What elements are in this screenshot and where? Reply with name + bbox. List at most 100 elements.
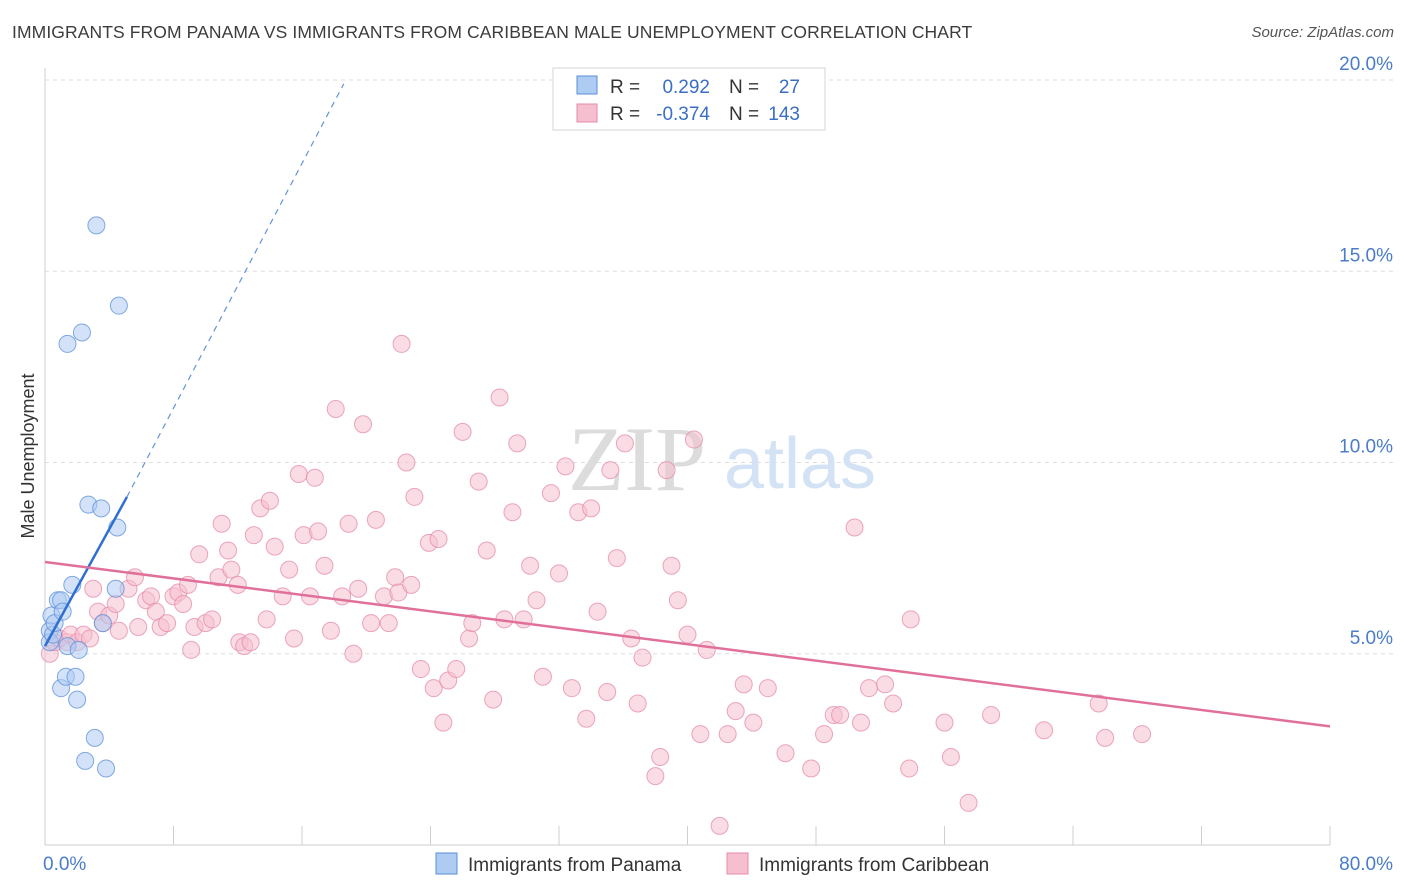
caribbean-point: [959, 793, 978, 812]
watermark-atlas: atlas: [724, 424, 876, 504]
caribbean-point: [876, 675, 895, 694]
y-tick-label: 15.0%: [1339, 245, 1393, 266]
caribbean-point: [402, 575, 421, 594]
axes: 5.0% 10.0% 15.0% 20.0% 0.0% 80.0%: [43, 54, 1393, 875]
caribbean-point: [726, 702, 745, 721]
watermark-zip: ZIP: [568, 408, 706, 510]
caribbean-point: [815, 725, 834, 744]
series-swatch-panama: [435, 852, 458, 875]
caribbean-point: [598, 683, 617, 701]
caribbean-point: [366, 510, 385, 529]
caribbean-point: [601, 461, 620, 480]
caribbean-point: [447, 660, 466, 679]
caribbean-point: [935, 713, 954, 732]
caribbean-point: [521, 556, 540, 575]
legend-swatch-caribbean: [576, 103, 598, 123]
caribbean-point: [734, 675, 753, 694]
caribbean-point: [651, 748, 670, 767]
caribbean-point: [405, 487, 424, 506]
caribbean-point: [379, 614, 398, 633]
caribbean-point: [241, 633, 260, 652]
caribbean-point: [577, 709, 596, 728]
caribbean-point: [129, 617, 148, 636]
caribbean-point: [691, 725, 710, 744]
caribbean-point: [802, 759, 821, 778]
caribbean-point: [109, 621, 128, 640]
watermark: ZIP atlas: [568, 408, 876, 510]
chart-source: Source: ZipAtlas.com: [1251, 24, 1394, 41]
caribbean-point: [582, 499, 601, 518]
caribbean-point: [212, 514, 231, 533]
caribbean-point: [453, 422, 472, 441]
caribbean-point: [284, 629, 303, 648]
caribbean-point: [477, 541, 496, 560]
caribbean-point: [758, 679, 777, 698]
caribbean-point: [1035, 721, 1054, 740]
caribbean-point: [142, 587, 161, 606]
panama-trend-line: [43, 496, 129, 647]
y-tick-label: 10.0%: [1339, 437, 1393, 458]
panama-point: [85, 728, 104, 747]
caribbean-point: [776, 744, 795, 763]
caribbean-point: [460, 629, 479, 648]
y-tick-label: 5.0%: [1350, 628, 1393, 649]
caribbean-point: [1096, 728, 1115, 747]
series-label-panama: Immigrants from Panama: [468, 855, 682, 876]
caribbean-point: [845, 518, 864, 537]
caribbean-point: [84, 579, 103, 598]
caribbean-point: [80, 629, 99, 648]
caribbean-point: [265, 537, 284, 556]
panama-trend-extension: [126, 83, 345, 498]
caribbean-point: [678, 625, 697, 644]
caribbean-point: [280, 560, 299, 579]
caribbean-point: [668, 591, 687, 610]
y-tick-label: 20.0%: [1339, 54, 1393, 75]
caribbean-point: [533, 667, 552, 686]
panama-point: [109, 296, 128, 315]
caribbean-point: [174, 595, 193, 614]
caribbean-point: [190, 545, 209, 564]
y-axis-title: Male Unemployment: [18, 373, 38, 538]
caribbean-point: [182, 640, 201, 659]
caribbean-point: [333, 587, 352, 606]
caribbean-point: [392, 334, 411, 353]
caribbean-point: [884, 694, 903, 713]
caribbean-point: [244, 526, 263, 545]
caribbean-point: [941, 748, 960, 767]
series-legend: Immigrants from Panama Immigrants from C…: [435, 852, 989, 876]
caribbean-point: [469, 472, 488, 491]
legend-n-label-panama: N =: [729, 77, 759, 98]
caribbean-point: [289, 464, 308, 483]
caribbean-point: [339, 514, 358, 533]
caribbean-point: [222, 560, 241, 579]
series-label-caribbean: Immigrants from Caribbean: [759, 855, 989, 876]
caribbean-point: [219, 541, 238, 560]
caribbean-point: [429, 530, 448, 548]
caribbean-point: [424, 679, 443, 698]
caribbean-point: [463, 614, 482, 633]
caribbean-point: [326, 399, 345, 418]
caribbean-point: [697, 640, 716, 659]
caribbean-point: [315, 556, 334, 575]
caribbean-point: [628, 694, 647, 713]
caribbean-point: [411, 660, 430, 679]
caribbean-point: [386, 568, 405, 587]
panama-point: [66, 667, 85, 686]
caribbean-point: [633, 648, 652, 667]
caribbean-point: [305, 468, 324, 487]
panama-point: [58, 334, 77, 353]
panama-point: [69, 640, 88, 659]
caribbean-point: [490, 388, 509, 407]
panama-point: [76, 751, 95, 770]
caribbean-point: [309, 522, 328, 541]
caribbean-point: [851, 713, 870, 732]
caribbean-point: [484, 690, 503, 709]
caribbean-point: [260, 491, 279, 510]
caribbean-point: [158, 614, 177, 633]
trend-lines: [43, 83, 1331, 728]
caribbean-point: [344, 644, 363, 663]
panama-point: [93, 614, 112, 633]
legend-r-value-caribbean: -0.374: [656, 104, 710, 125]
legend-r-value-panama: 0.292: [662, 77, 710, 98]
